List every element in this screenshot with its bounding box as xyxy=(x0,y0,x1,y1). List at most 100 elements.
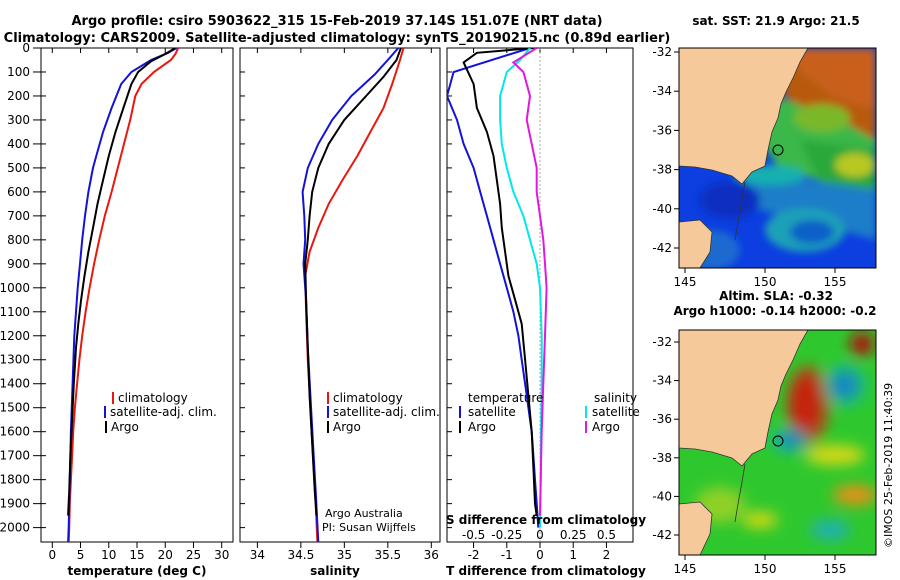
sst-map-ticks: -32 -34 -36 -38 -40 -42 145 150 155 xyxy=(652,45,846,289)
lon-tick-label: 150 xyxy=(754,275,777,289)
temperature-panel-frame xyxy=(40,47,234,543)
x-tick-label: 5 xyxy=(77,548,85,562)
temperature-panel: 0 5 10 15 20 25 30 temperature (deg C) climato… xyxy=(40,47,234,578)
difference-panel: -2 -1 0 1 2 -0.5 -0.25 0 0.25 0.5 T difference fr… xyxy=(446,47,646,578)
sla-map-frame xyxy=(678,329,877,556)
lat-tick-label: -42 xyxy=(652,241,672,255)
legend3-s-argo-label: Argo xyxy=(592,420,620,434)
x-tick-label: 25 xyxy=(186,548,201,562)
legend3-t-argo-label: Argo xyxy=(468,420,496,434)
depth-tick-label: 1500 xyxy=(0,401,30,415)
sla-map-ticks: -32 -34 -36 -38 -40 -42 145 150 155 xyxy=(652,335,846,576)
depth-tick-label: 1100 xyxy=(0,305,30,319)
lon-tick-label: 155 xyxy=(824,275,847,289)
lat-tick-label: -34 xyxy=(652,374,672,388)
series-salinity-satellite xyxy=(499,48,543,528)
x-tick-label: 35.5 xyxy=(374,548,401,562)
difference-top-axis-label: S difference from climatology xyxy=(446,513,646,527)
x-top-tick-label: -0.5 xyxy=(462,528,485,542)
legend2-satellite-label: satellite-adj. clim. xyxy=(333,405,440,419)
x-tick-label: 0 xyxy=(536,548,544,562)
depth-tick-label: 600 xyxy=(7,185,30,199)
depth-tick-label: 0 xyxy=(22,41,30,55)
x-tick-label: 35 xyxy=(337,548,352,562)
lat-tick-label: -42 xyxy=(652,528,672,542)
depth-tick-label: 1200 xyxy=(0,329,30,343)
x-tick-label: 0 xyxy=(48,548,56,562)
depth-tick-label: 1300 xyxy=(0,353,30,367)
annotation-argo-australia: Argo Australia xyxy=(325,507,403,520)
difference-series xyxy=(447,48,548,528)
sst-map-frame xyxy=(678,47,877,269)
x-top-tick-label: 0.25 xyxy=(560,528,587,542)
series-temperature-argo xyxy=(462,48,538,516)
sla-map: -32 -34 -36 -38 -40 -42 145 150 155 xyxy=(652,329,877,576)
depth-tick-label: 1700 xyxy=(0,449,30,463)
x-tick-label: -2 xyxy=(468,548,480,562)
legend3-salinity-title: salinity xyxy=(594,391,637,405)
footer-timestamp: ©IMOS 25-Feb-2019 11:40:39 xyxy=(882,383,895,548)
x-tick-label: -1 xyxy=(501,548,513,562)
depth-tick-label: 700 xyxy=(7,209,30,223)
lat-tick-label: -34 xyxy=(652,84,672,98)
depth-tick-label: 800 xyxy=(7,233,30,247)
x-tick-label: 34 xyxy=(250,548,265,562)
depth-tick-label: 900 xyxy=(7,257,30,271)
series-salinity-argo xyxy=(511,48,548,516)
salinity-diff-legend: salinity satellite Argo xyxy=(585,391,640,434)
sla-header-1: Altim. SLA: -0.32 xyxy=(719,289,833,303)
series-argo xyxy=(304,48,402,516)
difference-x-ticks: -2 -1 0 1 2 -0.5 -0.25 0 0.25 0.5 xyxy=(447,47,616,562)
x-tick-label: 20 xyxy=(158,548,173,562)
legend-argo-label: Argo xyxy=(111,420,139,434)
lat-tick-label: -38 xyxy=(652,163,672,177)
depth-axis-labels: 0 100 200 300 400 500 600 700 800 900 1000 1100 1200… xyxy=(0,41,41,535)
salinity-series xyxy=(301,48,405,542)
sst-float-marker xyxy=(772,144,784,156)
sst-map: -32 -34 -36 -38 -40 -42 145 150 155 xyxy=(652,45,877,289)
lat-tick-label: -40 xyxy=(652,202,672,216)
depth-tick-label: 400 xyxy=(7,137,30,151)
depth-tick-label: 300 xyxy=(7,113,30,127)
lon-tick-label: 145 xyxy=(674,562,697,576)
legend3-t-satellite-label: satellite xyxy=(468,405,516,419)
lat-tick-label: -38 xyxy=(652,451,672,465)
x-tick-label: 1 xyxy=(569,548,577,562)
salinity-panel: 34 34.5 35 35.5 36 salinity climatology sate… xyxy=(239,47,441,578)
title-line-1: Argo profile: csiro 5903622_315 15-Feb-2… xyxy=(71,14,602,29)
temperature-axis-label: temperature (deg C) xyxy=(68,564,207,578)
depth-tick-label: 1600 xyxy=(0,425,30,439)
salinity-axis-label: salinity xyxy=(310,564,360,578)
salinity-x-ticks: 34 34.5 35 35.5 36 xyxy=(240,47,439,562)
sst-land-mainland xyxy=(679,48,809,185)
depth-tick-label: 1800 xyxy=(0,473,30,487)
lat-tick-label: -32 xyxy=(652,45,672,59)
lat-tick-label: -32 xyxy=(652,335,672,349)
depth-tick-label: 1000 xyxy=(0,281,30,295)
lon-tick-label: 150 xyxy=(754,562,777,576)
x-tick-label: 30 xyxy=(214,548,229,562)
salinity-legend: climatology satellite-adj. clim. Argo xyxy=(327,391,440,434)
depth-tick-label: 200 xyxy=(7,89,30,103)
legend-climatology-label: climatology xyxy=(118,391,188,405)
lat-tick-label: -36 xyxy=(652,123,672,137)
sst-header: sat. SST: 21.9 Argo: 21.5 xyxy=(692,14,859,28)
depth-tick-label: 1400 xyxy=(0,377,30,391)
depth-tick-label: 100 xyxy=(7,65,30,79)
legend2-climatology-label: climatology xyxy=(333,391,403,405)
sst-land-tasmania xyxy=(679,219,713,268)
sla-land-tasmania xyxy=(679,501,713,555)
legend-satellite-label: satellite-adj. clim. xyxy=(110,405,217,419)
x-tick-label: 34.5 xyxy=(288,548,315,562)
lon-tick-label: 145 xyxy=(674,275,697,289)
legend3-s-satellite-label: satellite xyxy=(592,405,640,419)
depth-tick-label: 2000 xyxy=(0,521,30,535)
x-tick-label: 15 xyxy=(129,548,144,562)
title-line-2: Climatology: CARS2009. Satellite-adjuste… xyxy=(4,31,671,46)
series-argo xyxy=(67,48,176,516)
depth-tick-label: 1900 xyxy=(0,497,30,511)
sla-land-mainland xyxy=(679,330,809,467)
depth-tick-label: 500 xyxy=(7,161,30,175)
x-tick-label: 10 xyxy=(101,548,116,562)
